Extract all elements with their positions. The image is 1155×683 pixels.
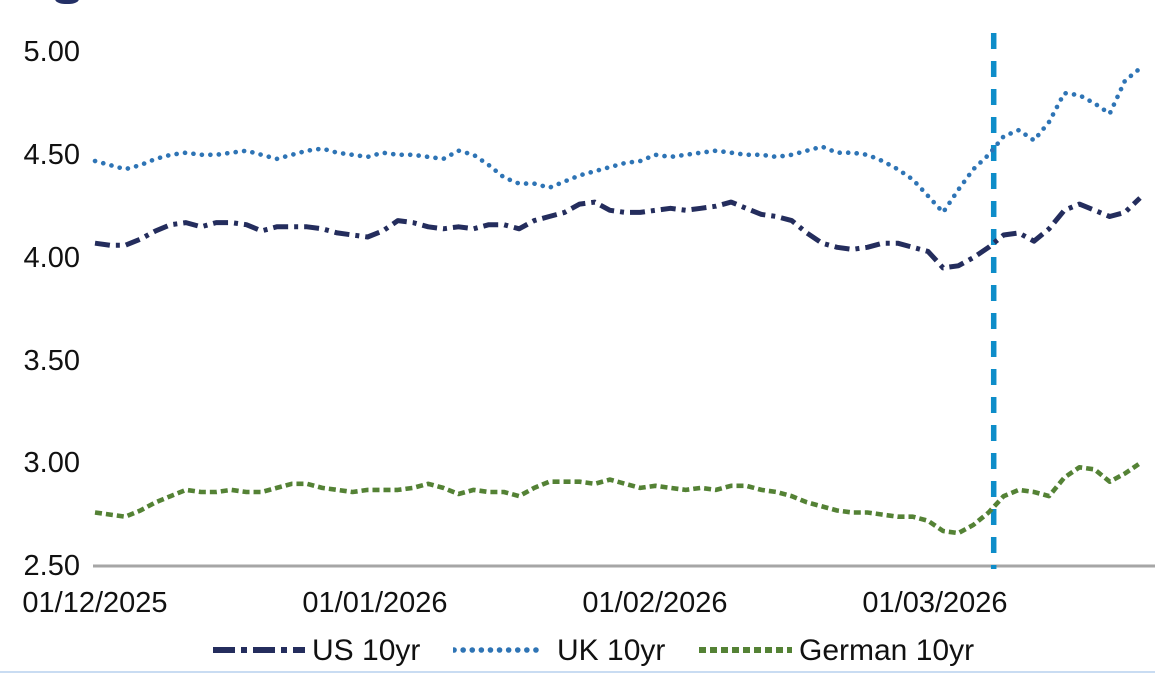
series-line-0 bbox=[94, 196, 1142, 271]
legend-label-us: US 10yr bbox=[312, 634, 421, 667]
series-line-2 bbox=[94, 461, 1142, 536]
y-axis-tick-label: 3.00 bbox=[23, 447, 80, 479]
y-axis-tick-label: 3.50 bbox=[23, 345, 80, 377]
y-axis-tick-label: 5.00 bbox=[23, 36, 80, 68]
legend-marker-uk bbox=[453, 647, 545, 653]
clipped-title-fragment bbox=[55, 0, 79, 4]
series-line-1 bbox=[92, 66, 1143, 215]
y-axis-tick-label: 4.00 bbox=[23, 242, 80, 274]
legend-label-german: German 10yr bbox=[799, 634, 975, 667]
legend-label-uk: UK 10yr bbox=[557, 634, 666, 667]
y-axis-tick-label: 2.50 bbox=[23, 550, 80, 582]
y-axis-tick-label: 4.50 bbox=[23, 139, 80, 171]
legend-marker-us bbox=[213, 647, 305, 653]
legend-marker-german bbox=[699, 647, 792, 653]
x-axis-tick-label: 01/01/2026 bbox=[302, 587, 448, 619]
x-axis-tick-label: 01/03/2026 bbox=[862, 587, 1008, 619]
x-axis-tick-label: 01/12/2025 bbox=[22, 587, 168, 619]
section-divider-line bbox=[0, 671, 1155, 673]
x-axis-tick-label: 01/02/2026 bbox=[582, 587, 728, 619]
